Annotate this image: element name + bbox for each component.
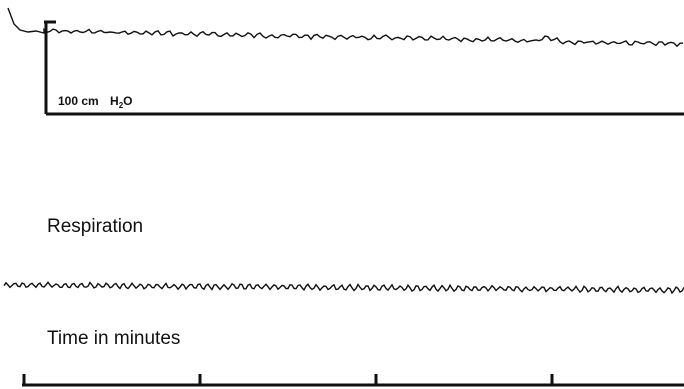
pressure-scale-label: 100 cm H2O [58, 94, 133, 110]
time-axis-ticks [22, 374, 554, 385]
pressure-trace-line [7, 7, 683, 48]
pressure-scale-bracket [44, 20, 684, 116]
time-axis-label: Time in minutes [47, 328, 180, 349]
respiration-label: Respiration [47, 216, 143, 237]
respiration-trace-line [3, 281, 684, 295]
